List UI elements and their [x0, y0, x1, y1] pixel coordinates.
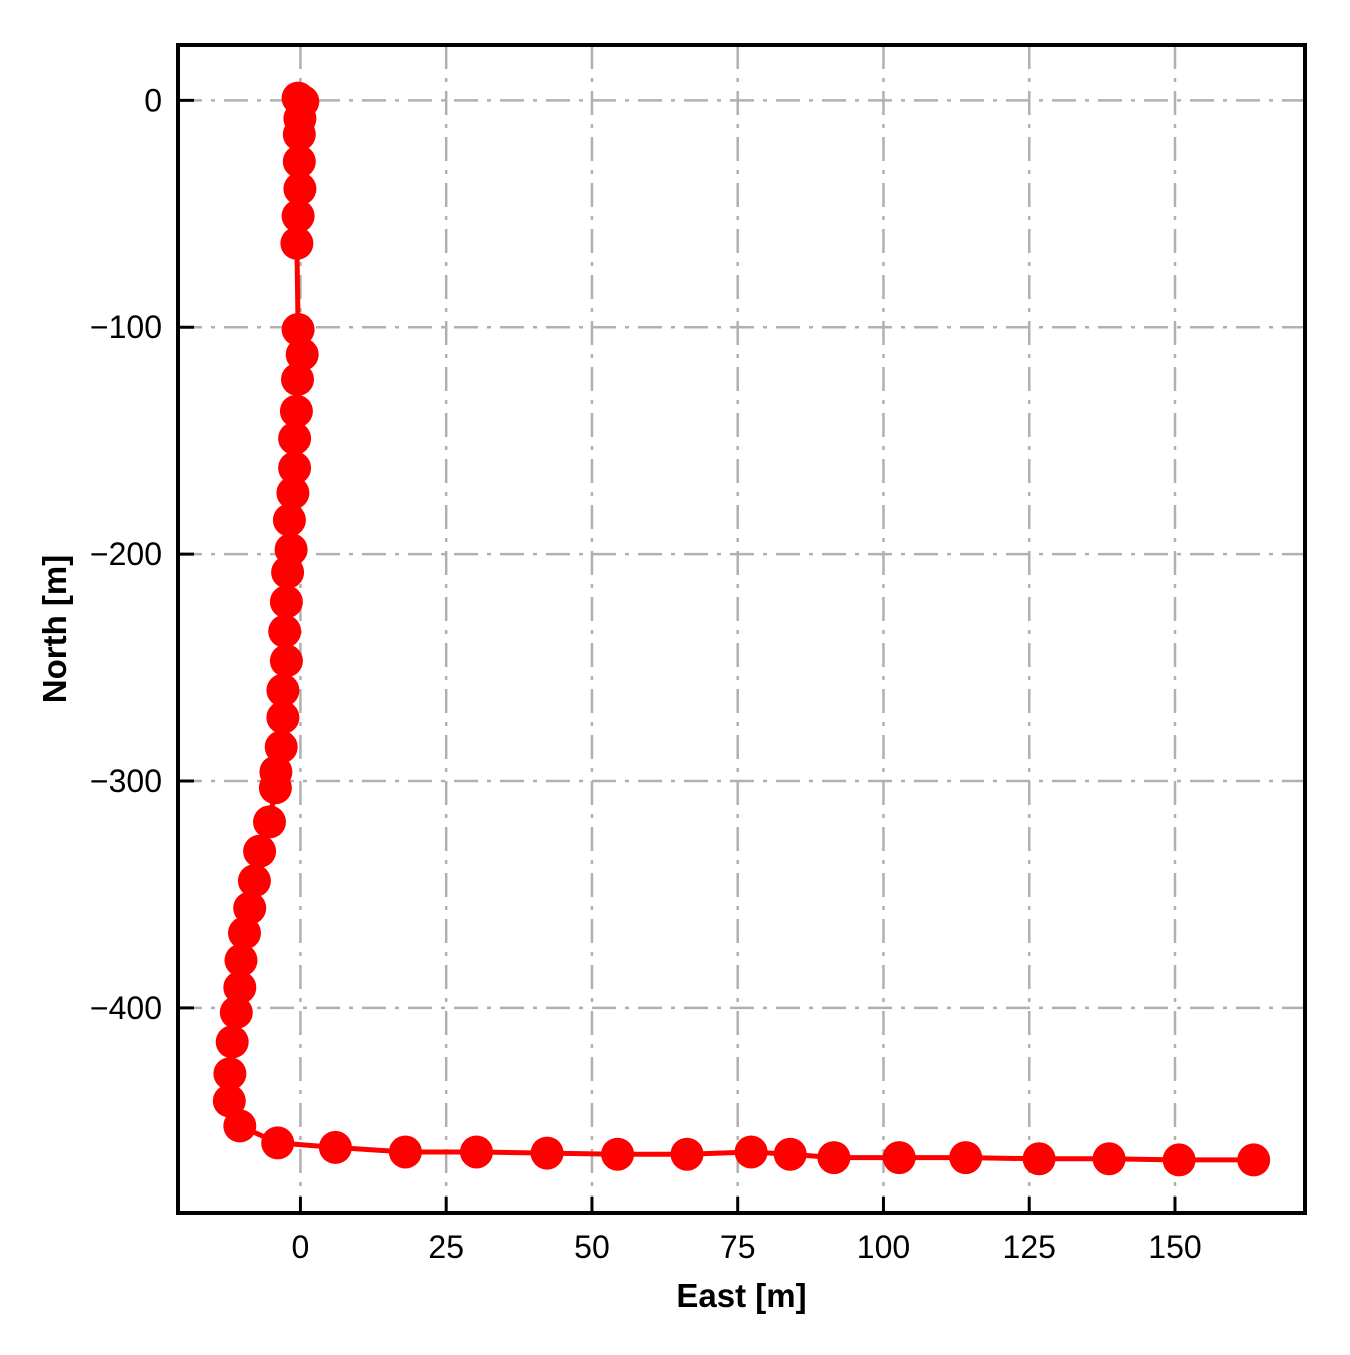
trajectory-point [253, 805, 286, 839]
trajectory-point [278, 421, 312, 455]
trajectory-point [224, 943, 258, 977]
trajectory-point [228, 916, 261, 950]
trajectory-point [817, 1141, 851, 1175]
trajectory-line [226, 95, 1257, 1163]
x-tick-label: 150 [1148, 1229, 1201, 1265]
trajectory-point [271, 555, 305, 589]
trajectory-point [281, 362, 314, 396]
x-tick-label: 75 [720, 1229, 756, 1265]
trajectory-point [219, 995, 253, 1029]
trajectory-point [283, 172, 317, 206]
trajectory-point [281, 199, 315, 233]
trajectory-point [213, 1057, 247, 1091]
trajectory-point [734, 1135, 768, 1169]
y-tick-label: −300 [90, 763, 162, 799]
tick-label-layer: 0 25 50 75 100 125 150 0 −100 −200 −300 −400 [90, 82, 1202, 1265]
trajectory-point [215, 1025, 249, 1059]
y-tick-label: −200 [90, 536, 162, 572]
trajectory-point [279, 394, 313, 428]
trajectory-point [261, 1126, 295, 1160]
trajectory-point [773, 1137, 807, 1171]
data-layer [212, 81, 1271, 1177]
trajectory-point [670, 1137, 704, 1171]
x-tick-label: 50 [574, 1229, 610, 1265]
x-axis-label: East [m] [676, 1277, 806, 1314]
y-tick-label: −100 [90, 309, 162, 345]
trajectory-point [223, 971, 257, 1004]
trajectory-point [1162, 1143, 1196, 1177]
tick-layer [180, 98, 1177, 1211]
trajectory-point [233, 891, 267, 925]
trajectory-point [282, 117, 316, 151]
trajectory-point [460, 1135, 493, 1169]
y-tick-label: 0 [144, 82, 162, 118]
y-tick-label: −400 [90, 990, 162, 1026]
trajectory-point [243, 834, 277, 868]
trajectory-point [276, 476, 310, 510]
trajectory-point [1237, 1143, 1271, 1177]
trajectory-point [882, 1141, 916, 1175]
y-axis-label: North [m] [36, 555, 73, 703]
trajectory-point [264, 730, 298, 764]
trajectory-point [269, 585, 303, 619]
plot-border [176, 43, 1307, 1215]
x-tick-label: 25 [428, 1229, 464, 1265]
trajectory-point [282, 145, 316, 179]
trajectory-point [258, 771, 292, 805]
grid-layer [178, 45, 1305, 1213]
trajectory-point [266, 673, 300, 707]
x-tick-label: 125 [1003, 1229, 1056, 1265]
trajectory-point [269, 644, 303, 678]
trajectory-point [1092, 1142, 1126, 1176]
trajectory-point [278, 451, 312, 485]
trajectory-point [1022, 1142, 1056, 1176]
trajectory-point [280, 226, 314, 260]
trajectory-point [949, 1141, 983, 1175]
trajectory-point [237, 864, 271, 898]
trajectory-point [318, 1130, 352, 1164]
trajectory-point [272, 503, 306, 537]
trajectory-point [212, 1084, 246, 1118]
x-tick-label: 100 [857, 1229, 910, 1265]
trajectory-point [601, 1137, 635, 1171]
trajectory-point [268, 614, 302, 648]
x-tick-label: 0 [292, 1229, 310, 1265]
trajectory-point [388, 1135, 422, 1169]
trajectory-point [223, 1109, 257, 1143]
trajectory-point [530, 1136, 564, 1170]
trajectory-point [285, 338, 319, 371]
trajectory-point [281, 313, 315, 346]
trajectory-point [266, 701, 300, 734]
